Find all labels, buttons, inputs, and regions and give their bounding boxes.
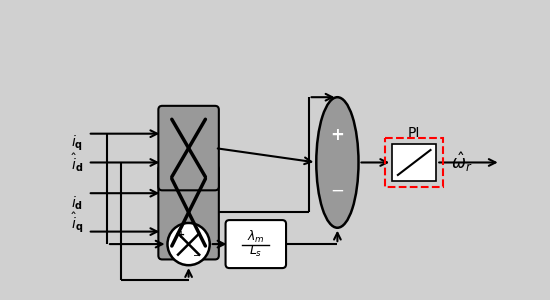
Ellipse shape bbox=[316, 97, 359, 228]
Text: $-$: $-$ bbox=[192, 249, 201, 259]
FancyBboxPatch shape bbox=[158, 106, 219, 190]
Text: +: + bbox=[331, 126, 344, 144]
Text: $i_{\mathbf{d}}$: $i_{\mathbf{d}}$ bbox=[71, 194, 83, 211]
Text: $\hat{i}_{\mathbf{d}}$: $\hat{i}_{\mathbf{d}}$ bbox=[71, 151, 83, 174]
Text: $\hat{\omega}_r$: $\hat{\omega}_r$ bbox=[450, 151, 472, 174]
FancyBboxPatch shape bbox=[226, 220, 286, 268]
Text: +: + bbox=[177, 230, 185, 240]
Text: $\lambda_m$: $\lambda_m$ bbox=[247, 229, 265, 245]
FancyBboxPatch shape bbox=[158, 165, 219, 260]
Text: $L_s$: $L_s$ bbox=[249, 244, 262, 259]
FancyBboxPatch shape bbox=[392, 144, 436, 181]
Text: $\hat{i}_{\mathbf{q}}$: $\hat{i}_{\mathbf{q}}$ bbox=[71, 211, 83, 235]
Circle shape bbox=[168, 223, 210, 265]
Text: PI: PI bbox=[408, 126, 420, 140]
Text: $i_{\mathbf{q}}$: $i_{\mathbf{q}}$ bbox=[71, 134, 83, 153]
Text: $-$: $-$ bbox=[331, 181, 344, 199]
